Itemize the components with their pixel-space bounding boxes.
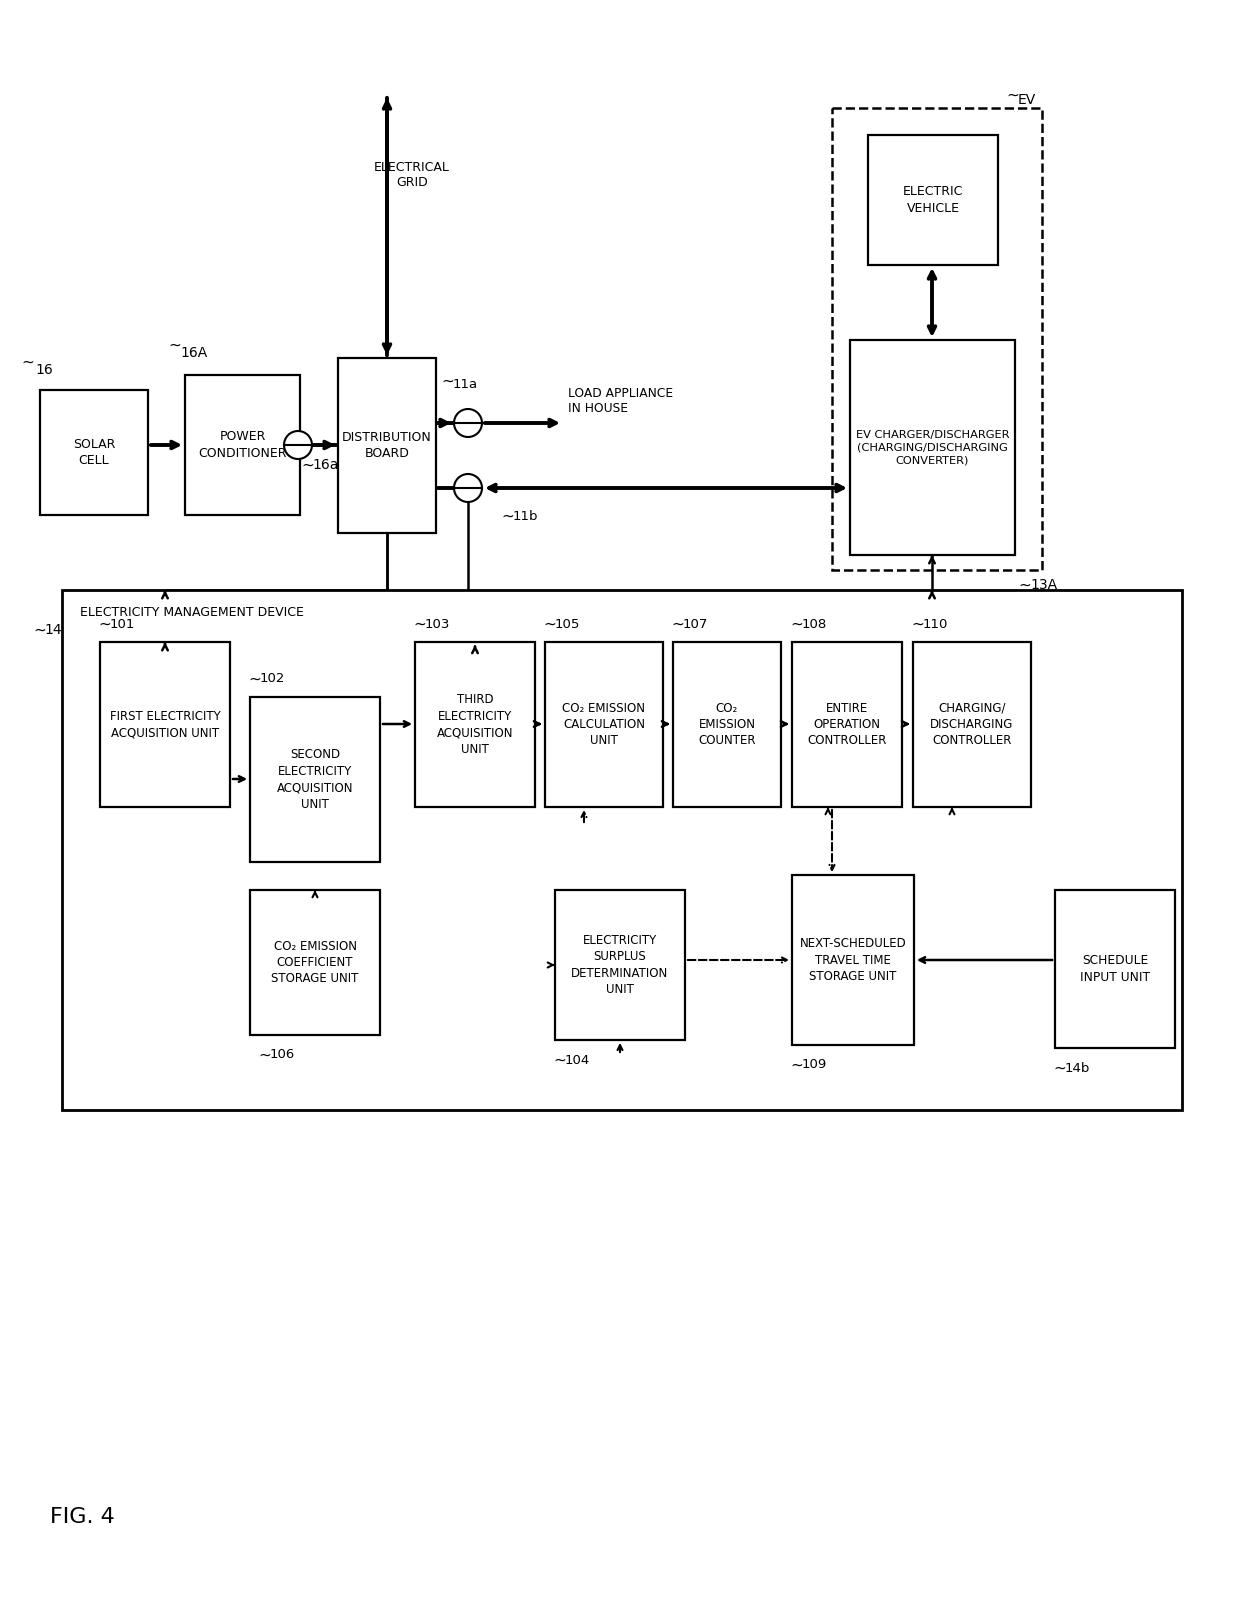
Text: 107: 107 [683, 618, 708, 631]
Text: ~: ~ [791, 1057, 804, 1073]
Text: ~: ~ [441, 374, 454, 388]
Text: NEXT-SCHEDULED
TRAVEL TIME
STORAGE UNIT: NEXT-SCHEDULED TRAVEL TIME STORAGE UNIT [800, 937, 906, 984]
Circle shape [454, 409, 482, 438]
Bar [792, 875, 914, 1044]
Text: 110: 110 [923, 618, 949, 631]
Bar [832, 109, 1042, 570]
Circle shape [454, 474, 482, 501]
Text: DISTRIBUTION
BOARD: DISTRIBUTION BOARD [342, 431, 432, 460]
Text: CO₂ EMISSION
COEFFICIENT
STORAGE UNIT: CO₂ EMISSION COEFFICIENT STORAGE UNIT [272, 939, 358, 985]
Text: ~: ~ [543, 616, 557, 631]
Text: ~: ~ [21, 355, 35, 369]
Text: 14: 14 [43, 623, 62, 637]
Circle shape [284, 431, 312, 458]
Bar [250, 890, 379, 1035]
Bar [1055, 890, 1176, 1048]
Text: 16: 16 [35, 363, 53, 377]
Text: ELECTRIC
VEHICLE: ELECTRIC VEHICLE [903, 185, 963, 214]
Bar [792, 642, 901, 806]
Text: 103: 103 [425, 618, 450, 631]
Text: POWER
CONDITIONER: POWER CONDITIONER [198, 430, 286, 460]
Text: ~: ~ [553, 1052, 567, 1067]
Text: 14b: 14b [1065, 1062, 1090, 1075]
Bar [250, 696, 379, 862]
Bar [556, 890, 684, 1040]
Text: 13A: 13A [1030, 578, 1058, 592]
Bar [868, 136, 998, 265]
Text: 106: 106 [270, 1049, 295, 1062]
Text: FIG. 4: FIG. 4 [50, 1508, 115, 1527]
Text: ~: ~ [1007, 88, 1019, 102]
Bar [546, 642, 663, 806]
Text: ~: ~ [249, 671, 262, 687]
Text: 11a: 11a [453, 378, 479, 391]
Bar [40, 390, 148, 514]
Text: SCHEDULE
INPUT UNIT: SCHEDULE INPUT UNIT [1080, 955, 1149, 984]
Text: ~: ~ [1054, 1060, 1066, 1075]
Text: 102: 102 [260, 672, 285, 685]
Text: 101: 101 [110, 618, 135, 631]
Text: 109: 109 [802, 1059, 827, 1072]
Text: ~: ~ [414, 616, 427, 631]
Bar [415, 642, 534, 806]
Text: EV: EV [1018, 93, 1037, 107]
Bar [849, 340, 1016, 556]
Text: LOAD APPLIANCE
IN HOUSE: LOAD APPLIANCE IN HOUSE [568, 386, 673, 415]
Text: SOLAR
CELL: SOLAR CELL [73, 438, 115, 468]
Bar [185, 375, 300, 514]
Text: ~: ~ [259, 1048, 272, 1062]
Text: ELECTRICAL
GRID: ELECTRICAL GRID [374, 161, 450, 188]
Text: ~: ~ [1018, 578, 1032, 592]
Text: THIRD
ELECTRICITY
ACQUISITION
UNIT: THIRD ELECTRICITY ACQUISITION UNIT [436, 693, 513, 755]
Text: FIRST ELECTRICITY
ACQUISITION UNIT: FIRST ELECTRICITY ACQUISITION UNIT [109, 709, 221, 739]
Text: ~: ~ [169, 337, 181, 353]
Text: 104: 104 [565, 1054, 590, 1067]
Text: 16A: 16A [180, 347, 207, 359]
Text: ENTIRE
OPERATION
CONTROLLER: ENTIRE OPERATION CONTROLLER [807, 701, 887, 747]
Text: ELECTRICITY
SURPLUS
DETERMINATION
UNIT: ELECTRICITY SURPLUS DETERMINATION UNIT [572, 934, 668, 997]
Text: ~: ~ [33, 623, 46, 637]
Text: ~: ~ [301, 457, 315, 473]
Text: ELECTRICITY MANAGEMENT DEVICE: ELECTRICITY MANAGEMENT DEVICE [81, 605, 304, 620]
Text: ~: ~ [672, 616, 684, 631]
Text: 108: 108 [802, 618, 827, 631]
Text: CHARGING/
DISCHARGING
CONTROLLER: CHARGING/ DISCHARGING CONTROLLER [930, 701, 1013, 747]
Text: SECOND
ELECTRICITY
ACQUISITION
UNIT: SECOND ELECTRICITY ACQUISITION UNIT [277, 749, 353, 811]
Text: ~: ~ [911, 616, 924, 631]
Bar [673, 642, 781, 806]
Bar [100, 642, 229, 806]
Text: ~: ~ [502, 508, 515, 524]
Bar [339, 358, 436, 533]
Text: 16a: 16a [312, 458, 339, 473]
Bar [62, 589, 1182, 1110]
Text: 105: 105 [556, 618, 580, 631]
Bar [913, 642, 1030, 806]
Text: 11b: 11b [513, 509, 538, 522]
Text: CO₂ EMISSION
CALCULATION
UNIT: CO₂ EMISSION CALCULATION UNIT [563, 701, 646, 747]
Text: CO₂
EMISSION
COUNTER: CO₂ EMISSION COUNTER [698, 701, 755, 747]
Text: ~: ~ [99, 616, 112, 631]
Text: ~: ~ [791, 616, 804, 631]
Text: EV CHARGER/DISCHARGER
(CHARGING/DISCHARGING
CONVERTER): EV CHARGER/DISCHARGER (CHARGING/DISCHARG… [856, 430, 1009, 465]
